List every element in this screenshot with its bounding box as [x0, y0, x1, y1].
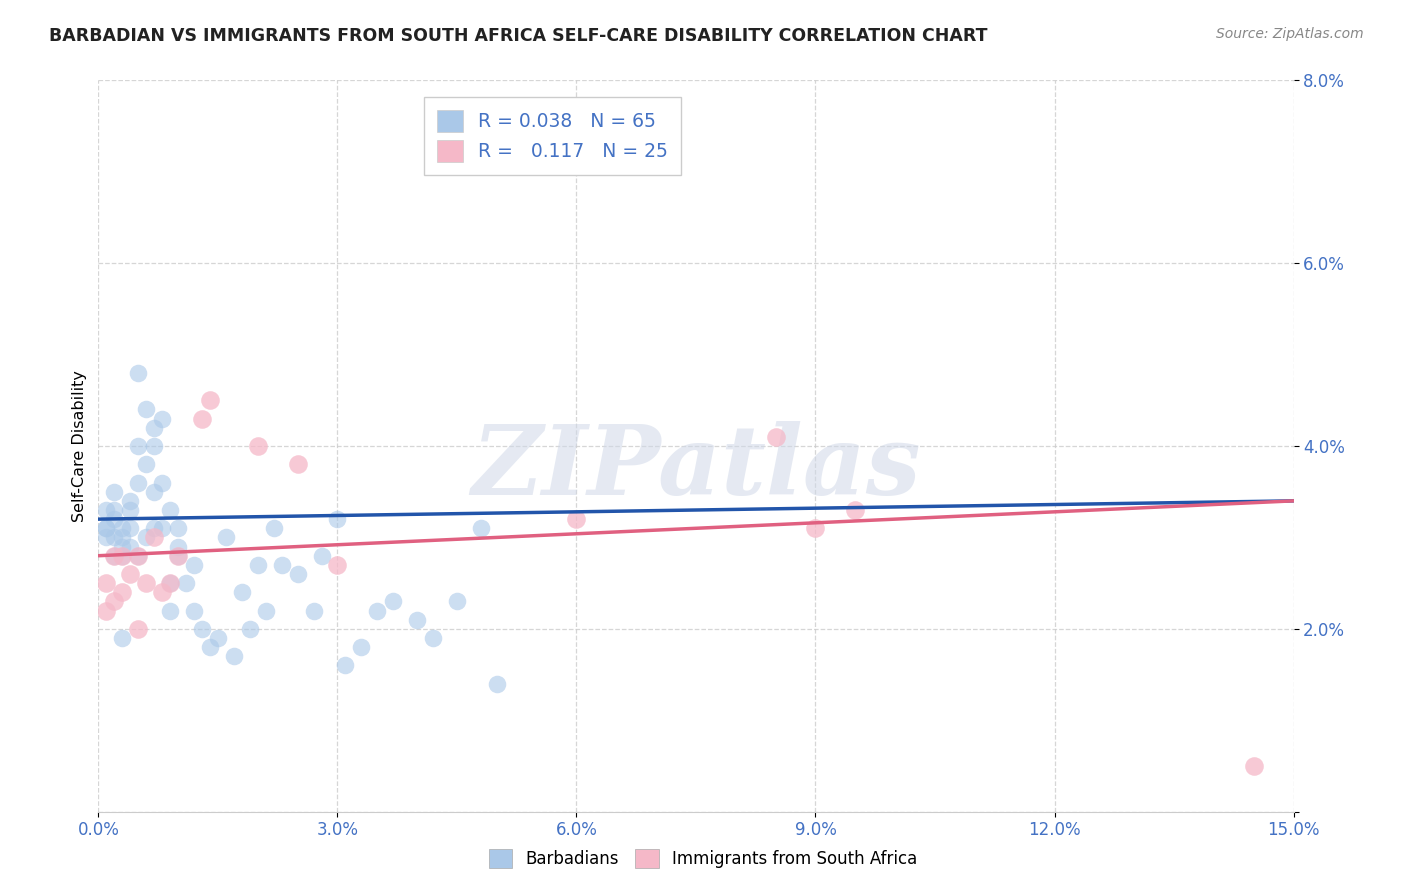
Point [366, 604, 388, 618]
Point [120, 567, 142, 582]
Point [263, 521, 285, 535]
Point [765, 430, 787, 444]
Y-axis label: Self-Care Disability: Self-Care Disability [72, 370, 87, 522]
Point [183, 604, 205, 618]
Point [135, 530, 157, 544]
Point [167, 549, 190, 563]
Legend: R = 0.038   N = 65, R =   0.117   N = 25: R = 0.038 N = 65, R = 0.117 N = 25 [423, 97, 682, 175]
Point [143, 521, 166, 535]
Text: Source: ZipAtlas.com: Source: ZipAtlas.com [1216, 27, 1364, 41]
Point [111, 585, 134, 599]
Point [111, 530, 134, 544]
Point [150, 475, 173, 490]
Text: BARBADIAN VS IMMIGRANTS FROM SOUTH AFRICA SELF-CARE DISABILITY CORRELATION CHART: BARBADIAN VS IMMIGRANTS FROM SOUTH AFRIC… [49, 27, 987, 45]
Point [111, 549, 134, 563]
Point [565, 512, 588, 526]
Point [103, 530, 125, 544]
Point [1243, 759, 1265, 773]
Point [406, 613, 429, 627]
Point [103, 484, 125, 499]
Point [143, 484, 166, 499]
Point [127, 366, 149, 380]
Point [127, 439, 149, 453]
Point [143, 421, 166, 435]
Point [150, 585, 173, 599]
Point [159, 604, 181, 618]
Point [335, 658, 357, 673]
Point [167, 549, 190, 563]
Point [287, 567, 309, 582]
Point [120, 521, 142, 535]
Point [446, 594, 468, 608]
Point [844, 503, 866, 517]
Text: ZIPatlas: ZIPatlas [471, 421, 921, 515]
Point [103, 512, 125, 526]
Point [96, 503, 118, 517]
Point [485, 676, 508, 690]
Point [326, 512, 349, 526]
Point [350, 640, 373, 655]
Point [311, 549, 333, 563]
Point [127, 622, 149, 636]
Point [270, 558, 292, 572]
Point [215, 530, 238, 544]
Point [143, 530, 166, 544]
Point [231, 585, 253, 599]
Point [198, 393, 221, 408]
Point [96, 521, 118, 535]
Point [502, 146, 524, 161]
Point [159, 576, 181, 591]
Point [120, 503, 142, 517]
Point [302, 604, 325, 618]
Point [470, 521, 492, 535]
Point [804, 521, 827, 535]
Point [103, 503, 125, 517]
Point [127, 549, 149, 563]
Point [111, 521, 134, 535]
Point [191, 411, 214, 425]
Point [96, 530, 118, 544]
Point [127, 475, 149, 490]
Point [127, 549, 149, 563]
Point [191, 622, 214, 636]
Point [207, 631, 229, 645]
Point [159, 503, 181, 517]
Point [111, 540, 134, 554]
Point [254, 604, 277, 618]
Point [103, 549, 125, 563]
Point [120, 494, 142, 508]
Point [120, 540, 142, 554]
Point [174, 576, 197, 591]
Legend: Barbadians, Immigrants from South Africa: Barbadians, Immigrants from South Africa [482, 842, 924, 875]
Point [287, 458, 309, 472]
Point [159, 576, 181, 591]
Point [246, 558, 269, 572]
Point [183, 558, 205, 572]
Point [382, 594, 405, 608]
Point [150, 411, 173, 425]
Point [135, 458, 157, 472]
Point [326, 558, 349, 572]
Point [222, 649, 245, 664]
Point [103, 549, 125, 563]
Point [167, 540, 190, 554]
Point [143, 439, 166, 453]
Point [246, 439, 269, 453]
Point [198, 640, 221, 655]
Point [167, 521, 190, 535]
Point [96, 576, 118, 591]
Point [111, 631, 134, 645]
Point [103, 594, 125, 608]
Point [135, 576, 157, 591]
Point [150, 521, 173, 535]
Point [96, 521, 118, 535]
Point [239, 622, 262, 636]
Point [135, 402, 157, 417]
Point [96, 604, 118, 618]
Point [422, 631, 444, 645]
Point [111, 549, 134, 563]
